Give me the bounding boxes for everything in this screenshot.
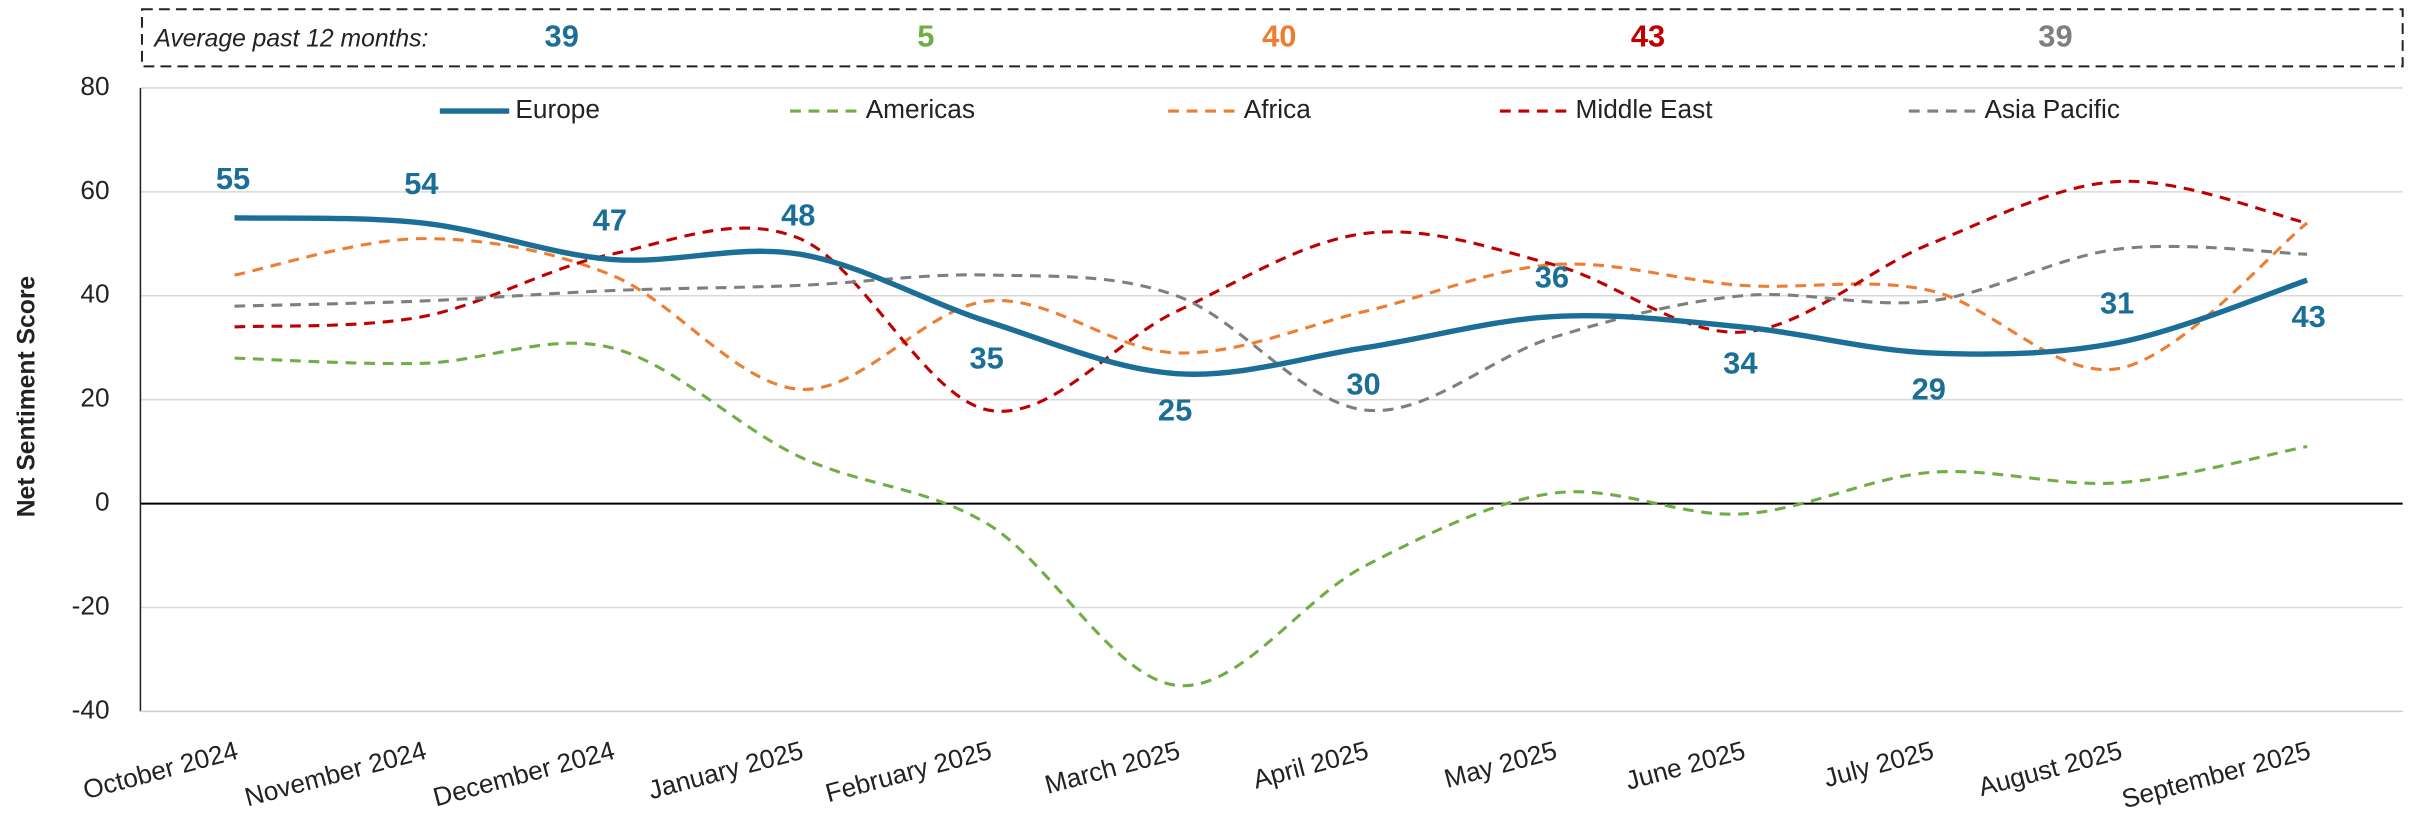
x-tick-label: October 2024 bbox=[80, 735, 241, 805]
legend-label: Africa bbox=[1244, 94, 1311, 124]
y-tick-label: -20 bbox=[72, 590, 110, 620]
data-label: 25 bbox=[1158, 392, 1192, 427]
data-label: 35 bbox=[970, 340, 1004, 375]
series-line bbox=[234, 221, 2309, 391]
data-label: 30 bbox=[1346, 366, 1380, 401]
summary-label: Average past 12 months: bbox=[152, 26, 428, 53]
y-tick-label: 20 bbox=[80, 383, 109, 413]
x-tick-label: March 2025 bbox=[1042, 735, 1184, 800]
y-tick-label: 60 bbox=[80, 175, 109, 205]
data-label: 34 bbox=[1723, 346, 1757, 381]
x-tick-label: February 2025 bbox=[822, 735, 994, 808]
summary-value: 43 bbox=[1631, 19, 1665, 54]
x-tick-label: May 2025 bbox=[1441, 735, 1560, 794]
x-tick-label: December 2024 bbox=[430, 735, 618, 812]
data-label: 43 bbox=[2292, 299, 2326, 334]
summary-box bbox=[140, 8, 2404, 68]
x-tick-label: August 2025 bbox=[1975, 735, 2125, 802]
legend-label: Asia Pacific bbox=[1984, 94, 2120, 124]
data-label: 31 bbox=[2100, 286, 2134, 321]
summary-value: 39 bbox=[545, 19, 579, 54]
series-line bbox=[234, 244, 2308, 413]
data-label: 55 bbox=[216, 161, 250, 196]
y-axis-label: Net Sentiment Score bbox=[13, 276, 40, 517]
y-tick-label: 40 bbox=[80, 279, 109, 309]
legend-label: Middle East bbox=[1576, 94, 1714, 124]
data-label: 29 bbox=[1912, 372, 1946, 407]
data-label: 48 bbox=[781, 197, 815, 232]
x-tick-label: January 2025 bbox=[645, 735, 806, 805]
x-tick-label: September 2025 bbox=[2119, 735, 2314, 814]
y-tick-label: 0 bbox=[95, 486, 110, 516]
x-tick-label: April 2025 bbox=[1250, 735, 1372, 795]
data-label: 54 bbox=[404, 166, 438, 201]
summary-value: 39 bbox=[2038, 19, 2072, 54]
legend-label: Americas bbox=[866, 94, 975, 124]
y-tick-label: 80 bbox=[80, 71, 109, 101]
legend-label: Europe bbox=[515, 94, 600, 124]
series-line bbox=[234, 215, 2308, 377]
summary-value: 5 bbox=[917, 19, 934, 54]
x-tick-label: June 2025 bbox=[1622, 735, 1748, 796]
data-label: 47 bbox=[593, 203, 627, 238]
y-tick-label: -40 bbox=[72, 694, 110, 724]
x-tick-label: November 2024 bbox=[241, 735, 429, 812]
x-tick-label: July 2025 bbox=[1821, 735, 1937, 793]
summary-value: 40 bbox=[1262, 19, 1296, 54]
data-label: 36 bbox=[1535, 260, 1569, 295]
series-line bbox=[234, 341, 2308, 688]
